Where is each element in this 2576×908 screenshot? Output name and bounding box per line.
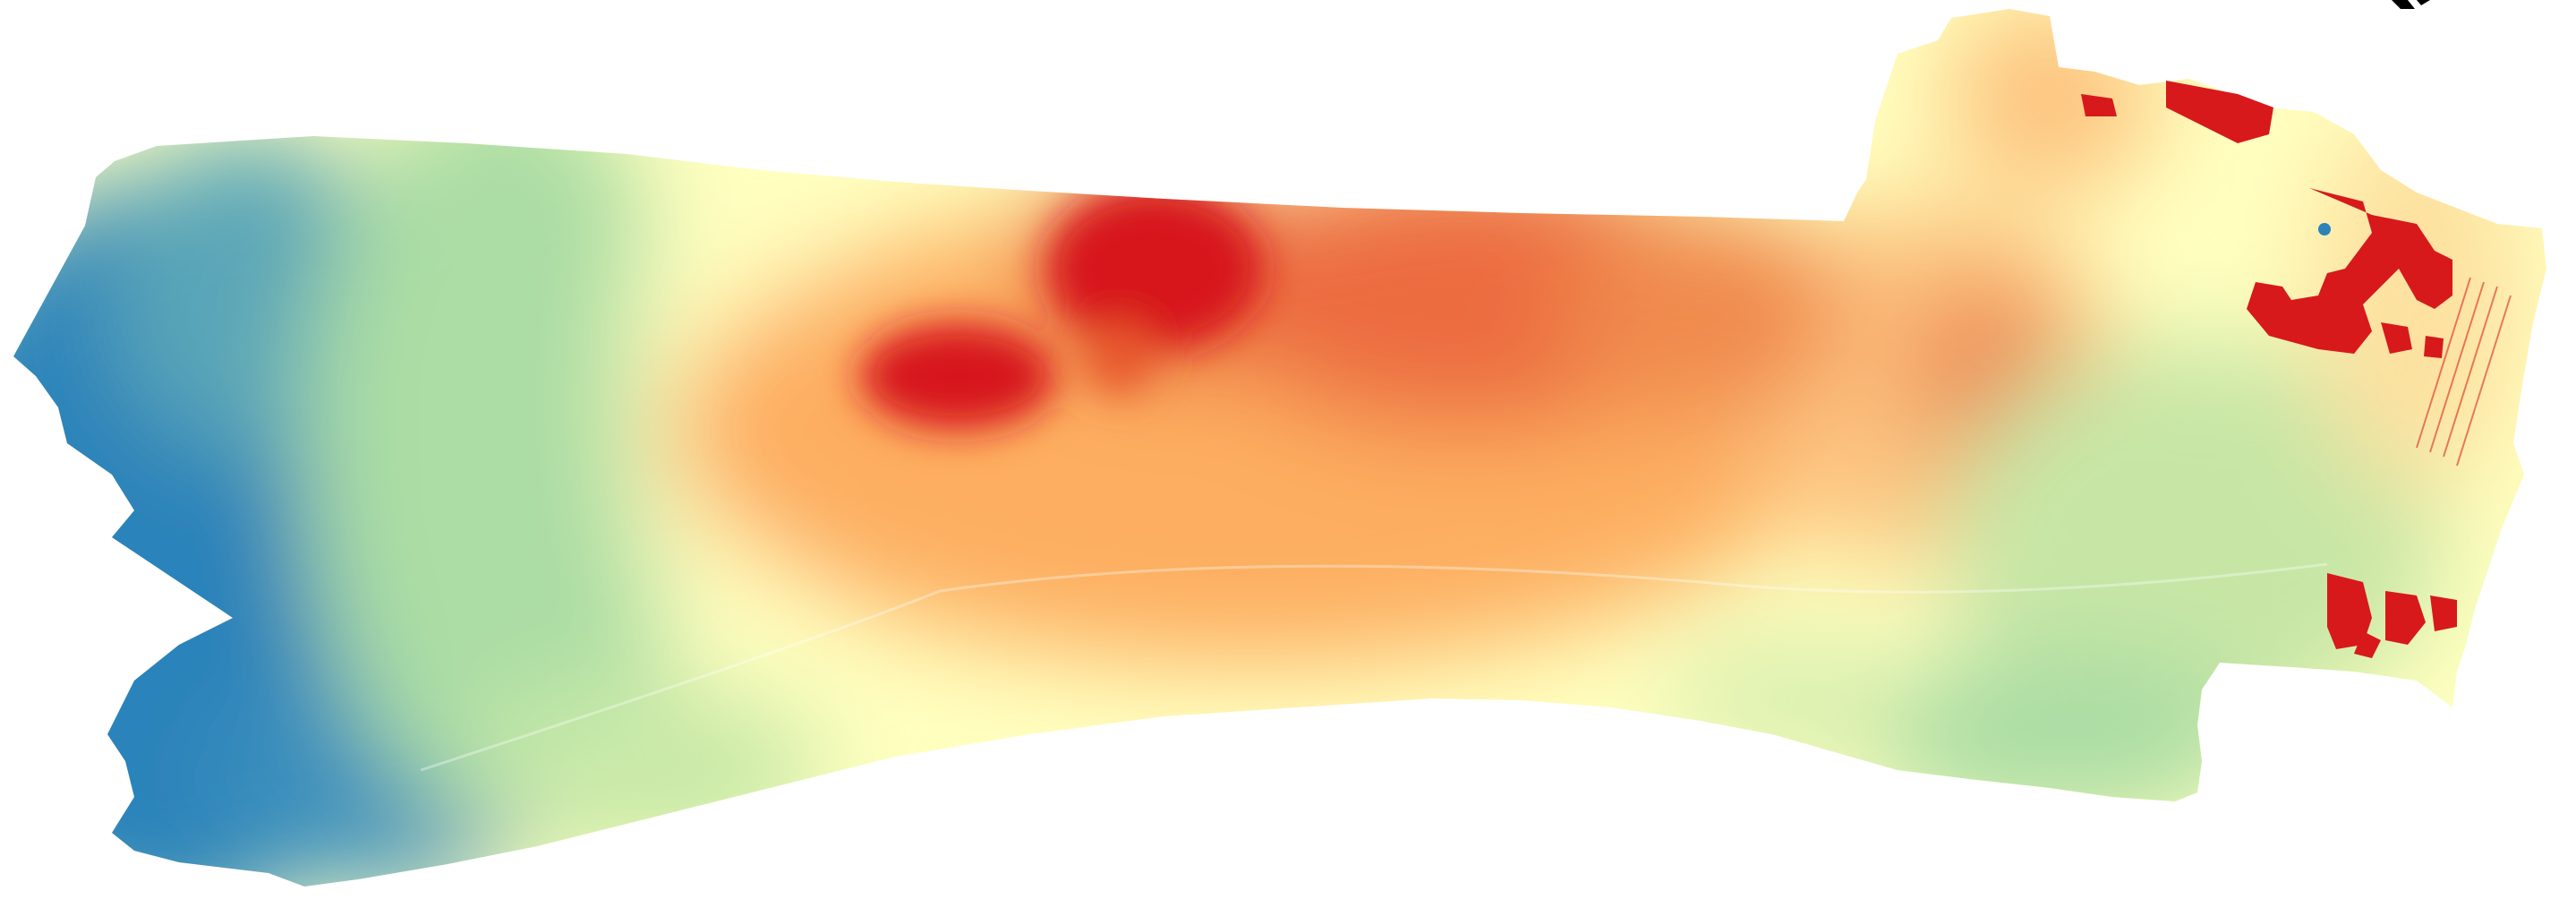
building-cluster-main: [2247, 188, 2452, 358]
building-cluster-south: [2327, 573, 2457, 658]
north-arrow-icon: [2392, 0, 2430, 9]
marker: [2318, 223, 2331, 236]
field-lines: [2416, 277, 2512, 467]
road-trace: [420, 562, 2328, 772]
building-cluster-north: [2081, 81, 2273, 143]
